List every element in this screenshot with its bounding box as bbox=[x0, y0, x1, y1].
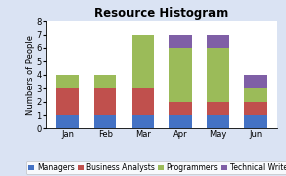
Bar bbox=[56, 75, 79, 88]
Bar bbox=[56, 88, 79, 115]
Bar bbox=[207, 34, 229, 48]
Bar bbox=[169, 102, 192, 115]
Bar bbox=[169, 48, 192, 102]
Bar bbox=[207, 115, 229, 128]
Bar bbox=[94, 115, 116, 128]
Legend: Managers, Business Analysts, Programmers, Technical Writers: Managers, Business Analysts, Programmers… bbox=[26, 161, 286, 174]
Title: Resource Histogram: Resource Histogram bbox=[94, 7, 229, 20]
Bar bbox=[207, 102, 229, 115]
Bar bbox=[244, 88, 267, 102]
Bar bbox=[169, 34, 192, 48]
Bar bbox=[94, 88, 116, 115]
Bar bbox=[132, 115, 154, 128]
Bar bbox=[94, 75, 116, 88]
Bar bbox=[244, 102, 267, 115]
Bar bbox=[207, 48, 229, 102]
Y-axis label: Numbers of People: Numbers of People bbox=[26, 35, 35, 115]
Bar bbox=[169, 115, 192, 128]
Bar bbox=[132, 34, 154, 88]
Bar bbox=[244, 115, 267, 128]
Bar bbox=[56, 115, 79, 128]
Bar bbox=[244, 75, 267, 88]
Bar bbox=[132, 88, 154, 115]
